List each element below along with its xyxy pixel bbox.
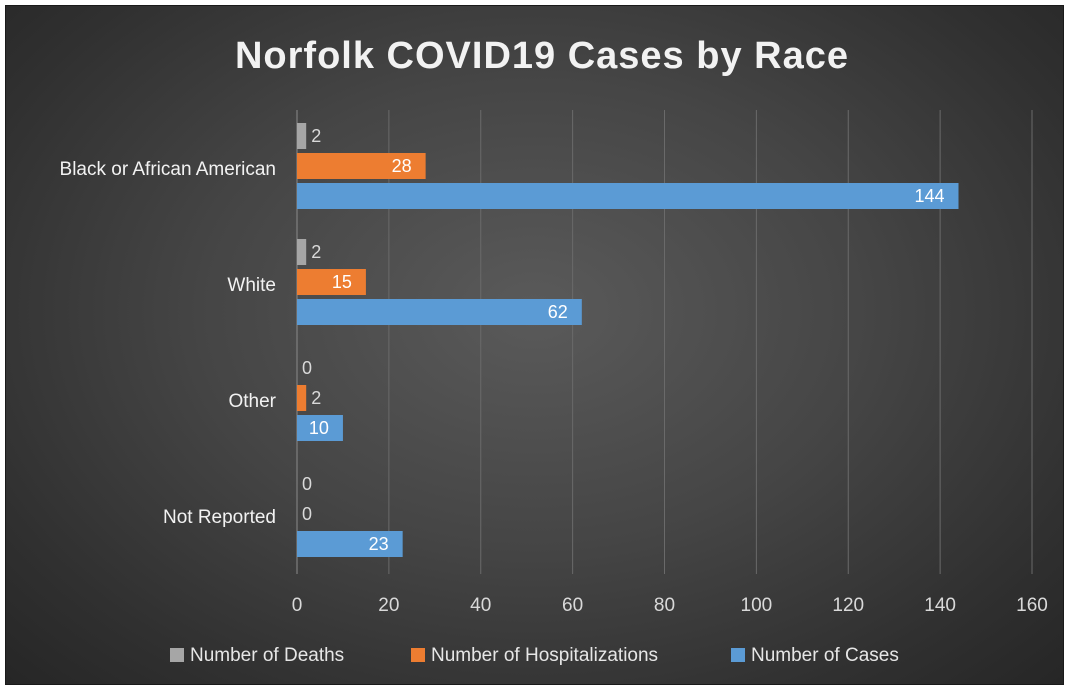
bar <box>297 183 959 209</box>
gridlines <box>296 110 1033 574</box>
x-tick-label: 40 <box>470 595 491 616</box>
x-tick-label: 60 <box>562 595 583 616</box>
x-tick-label: 160 <box>1016 595 1048 616</box>
chart-title: Norfolk COVID19 Cases by Race <box>235 35 849 77</box>
data-label: 0 <box>302 504 312 524</box>
legend-swatch <box>731 648 745 662</box>
legend-swatch <box>411 648 425 662</box>
data-label: 2 <box>311 242 321 262</box>
x-tick-label: 0 <box>292 595 303 616</box>
data-label: 15 <box>332 272 352 292</box>
x-tick-label: 100 <box>741 595 773 616</box>
x-tick-label: 20 <box>378 595 399 616</box>
category-label: Not Reported <box>163 507 276 528</box>
legend-entry: Number of Deaths <box>190 645 344 666</box>
chart-area: Norfolk COVID19 Cases by Race 2 28 144 2 15 6… <box>5 5 1064 685</box>
legend-entry: Number of Hospitalizations <box>431 645 658 666</box>
bar-chart: Norfolk COVID19 Cases by Race 2 28 144 2 15 6… <box>60 35 1048 666</box>
data-label: 0 <box>302 474 312 494</box>
data-label: 2 <box>311 388 321 408</box>
data-label: 10 <box>309 418 329 438</box>
data-label: 28 <box>392 156 412 176</box>
legend-entry: Number of Cases <box>751 645 899 666</box>
category-labels: Black or African American White Other Not R… <box>60 159 277 528</box>
bars: 2 28 144 2 15 62 0 2 10 0 0 23 <box>297 123 959 557</box>
bar <box>297 385 307 411</box>
data-label: 2 <box>311 126 321 146</box>
data-label: 23 <box>369 534 389 554</box>
category-label: Other <box>228 391 276 412</box>
x-tick-label: 120 <box>832 595 864 616</box>
data-label: 144 <box>914 186 944 206</box>
category-label: Black or African American <box>60 159 276 180</box>
data-label: 62 <box>548 302 568 322</box>
bar <box>297 269 366 295</box>
bar <box>297 153 426 179</box>
bar <box>297 123 307 149</box>
bar <box>297 415 343 441</box>
x-tick-labels: 0 20 40 60 80 100 120 140 160 <box>292 595 1048 616</box>
bar <box>297 531 403 557</box>
bar <box>297 299 582 325</box>
category-label: White <box>227 275 276 296</box>
data-label: 0 <box>302 358 312 378</box>
bar <box>297 239 307 265</box>
legend-swatch <box>170 648 184 662</box>
x-tick-label: 140 <box>924 595 956 616</box>
x-tick-label: 80 <box>654 595 675 616</box>
legend: Number of Deaths Number of Hospitalizatio… <box>170 645 899 666</box>
